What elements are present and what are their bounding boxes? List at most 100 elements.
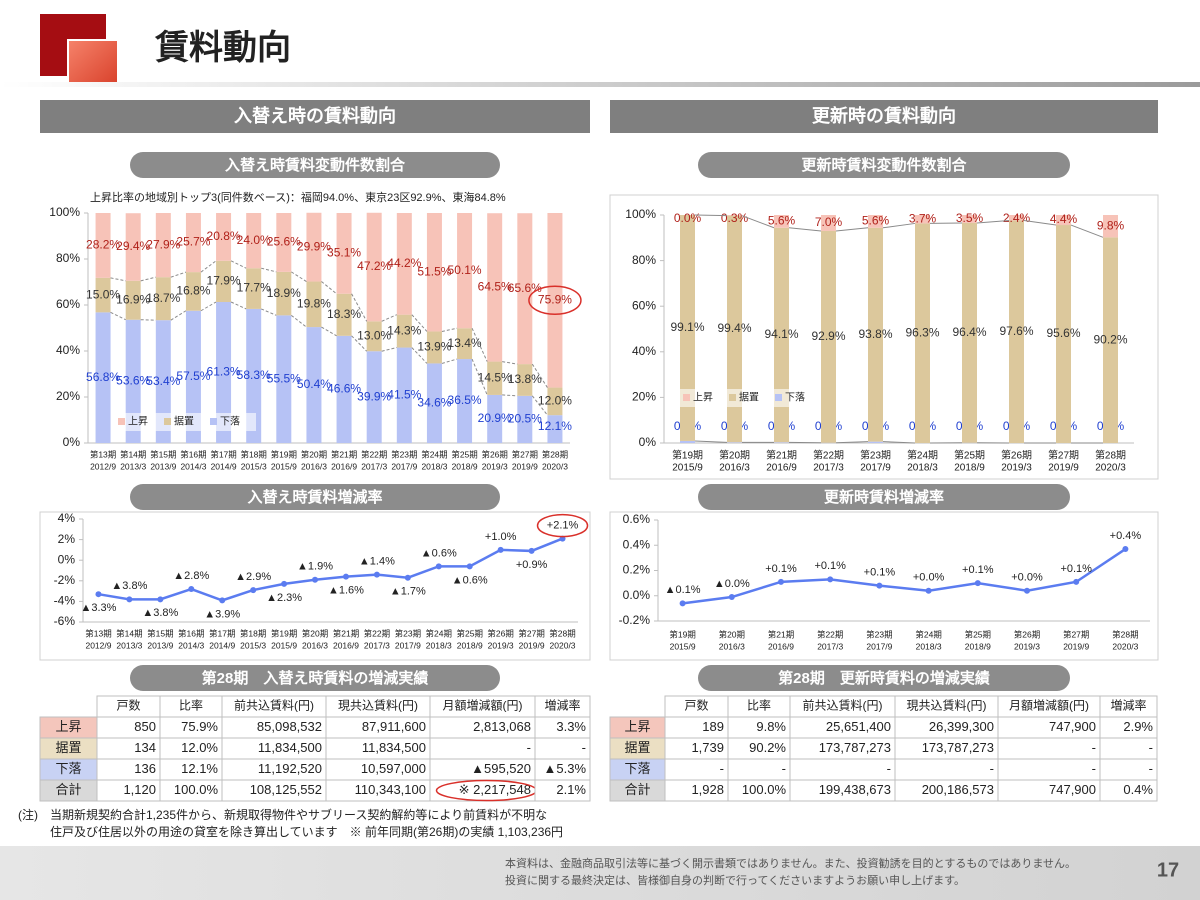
value-label: ▲1.7% bbox=[390, 586, 426, 598]
x-tick-label: 第28期 bbox=[549, 628, 575, 638]
x-tick-date: 2020/3 bbox=[1112, 641, 1138, 651]
cell bbox=[664, 758, 729, 781]
value-label: 99.4% bbox=[717, 321, 751, 335]
connector-line bbox=[502, 361, 518, 365]
connector-line bbox=[531, 395, 548, 416]
connector-line bbox=[170, 271, 187, 278]
bar-segment bbox=[547, 213, 563, 388]
x-tick-label: 第23期 bbox=[860, 449, 891, 462]
bar-segment bbox=[185, 272, 201, 311]
x-tick-date: 2016/3 bbox=[719, 641, 745, 651]
value-label: ▲3.9% bbox=[204, 608, 240, 620]
y-tick-label: 0% bbox=[58, 552, 76, 566]
x-tick-label: 第19期 bbox=[669, 629, 695, 639]
row-header: 上昇 bbox=[624, 719, 650, 734]
value-label: 19.8% bbox=[297, 296, 331, 310]
column-header: 増減率 bbox=[1110, 698, 1146, 713]
value-label: 12.0% bbox=[538, 394, 572, 408]
x-tick-date: 2017/9 bbox=[391, 461, 417, 471]
bar-segment bbox=[366, 351, 382, 443]
value-label: 55.5% bbox=[267, 371, 301, 385]
point bbox=[497, 546, 504, 553]
value-label: 12.1% bbox=[538, 419, 572, 433]
row-header: 下落 bbox=[55, 761, 81, 776]
column-header: 月額増減額(円) bbox=[1009, 698, 1089, 713]
y-tick-label: 0% bbox=[639, 435, 657, 449]
x-tick-date: 2014/9 bbox=[209, 640, 235, 650]
bar-segment bbox=[821, 215, 836, 231]
table-title: 第28期 入替え時賃料の増減実績 bbox=[202, 669, 429, 687]
value-label: 34.6% bbox=[417, 395, 451, 409]
x-tick-label: 第28期 bbox=[1112, 629, 1138, 639]
value-label: ▲1.4% bbox=[359, 556, 395, 568]
value-label: 16.8% bbox=[176, 284, 210, 298]
y-tick-label: 4% bbox=[58, 511, 76, 525]
x-tick-label: 第28期 bbox=[542, 449, 568, 459]
cell-text: - bbox=[1149, 761, 1153, 776]
x-tick-label: 第27期 bbox=[512, 449, 538, 459]
point bbox=[312, 576, 319, 583]
y-tick-label: 60% bbox=[632, 298, 656, 312]
point bbox=[95, 591, 102, 598]
column-header: 増減率 bbox=[544, 698, 580, 713]
value-label: 61.3% bbox=[207, 365, 241, 379]
bar-segment bbox=[962, 222, 977, 443]
bar-segment bbox=[517, 364, 533, 396]
x-tick-date: 2016/9 bbox=[331, 461, 357, 471]
legend-swatch bbox=[683, 394, 690, 401]
pill bbox=[698, 484, 1070, 510]
x-tick-date: 2016/3 bbox=[301, 461, 327, 471]
bar-segment bbox=[1009, 215, 1024, 221]
value-label: 39.9% bbox=[357, 389, 391, 403]
disclaimer: 投資に関する最終決定は、皆様御自身の判断で行ってくださいますようお願い申し上げま… bbox=[505, 873, 965, 887]
bar-segment bbox=[774, 227, 789, 443]
x-tick-date: 2019/9 bbox=[1048, 463, 1079, 474]
x-tick-label: 第23期 bbox=[395, 628, 421, 638]
bar-segment bbox=[276, 271, 292, 316]
point bbox=[528, 547, 535, 554]
row-header: 上昇 bbox=[55, 719, 81, 734]
bar-segment bbox=[487, 213, 503, 362]
bar-segment bbox=[915, 215, 930, 224]
column-header: 前共込賃料(円) bbox=[803, 698, 883, 713]
value-label: 4.4% bbox=[1050, 212, 1078, 226]
bar-segment bbox=[821, 230, 836, 443]
cell-text: ※ 2,217,548 bbox=[459, 782, 531, 797]
note: 住戸及び住居以外の用途の貸室を除き算出しています ※ 前年同期(第26期)の実績… bbox=[50, 824, 563, 839]
x-tick-label: 第28期 bbox=[1095, 449, 1126, 462]
x-tick-label: 第21期 bbox=[768, 629, 794, 639]
x-tick-label: 第27期 bbox=[1048, 449, 1079, 462]
x-tick-date: 2014/3 bbox=[180, 461, 206, 471]
bar-segment bbox=[1103, 215, 1118, 238]
value-label: 64.5% bbox=[478, 280, 512, 294]
x-tick-label: 第24期 bbox=[907, 449, 938, 462]
connector-line bbox=[321, 326, 337, 337]
chart-frame bbox=[609, 511, 1159, 661]
footer-band bbox=[0, 846, 1200, 900]
x-tick-date: 2017/9 bbox=[395, 640, 421, 650]
y-tick-label: 20% bbox=[632, 390, 656, 404]
point bbox=[373, 571, 380, 578]
x-tick-date: 2018/3 bbox=[426, 640, 452, 650]
chart-frame bbox=[39, 511, 591, 661]
y-tick-label: 20% bbox=[56, 389, 80, 403]
page-number: 17 bbox=[1157, 859, 1179, 881]
connector-line bbox=[471, 328, 488, 362]
note: (注) 当期新規契約合計1,235件から、新規取得物件やサブリース契約解約等によ… bbox=[18, 807, 547, 822]
line bbox=[682, 547, 1127, 605]
x-tick-label: 第22期 bbox=[364, 628, 390, 638]
connector-line bbox=[291, 271, 307, 282]
value-label: 5.6% bbox=[862, 214, 890, 228]
connector-line bbox=[1070, 224, 1104, 238]
legend-swatch bbox=[118, 418, 125, 425]
cell-text: 12.0% bbox=[181, 740, 218, 755]
connector-line bbox=[788, 227, 822, 232]
x-tick-label: 第23期 bbox=[866, 629, 892, 639]
column-header: 比率 bbox=[747, 698, 771, 713]
cell-text: 1,739 bbox=[691, 740, 724, 755]
y-tick-label: -4% bbox=[54, 594, 76, 608]
cell bbox=[1099, 779, 1158, 802]
value-label: 35.1% bbox=[327, 246, 361, 260]
bar-segment bbox=[774, 442, 789, 443]
value-label: 95.6% bbox=[1046, 326, 1080, 340]
